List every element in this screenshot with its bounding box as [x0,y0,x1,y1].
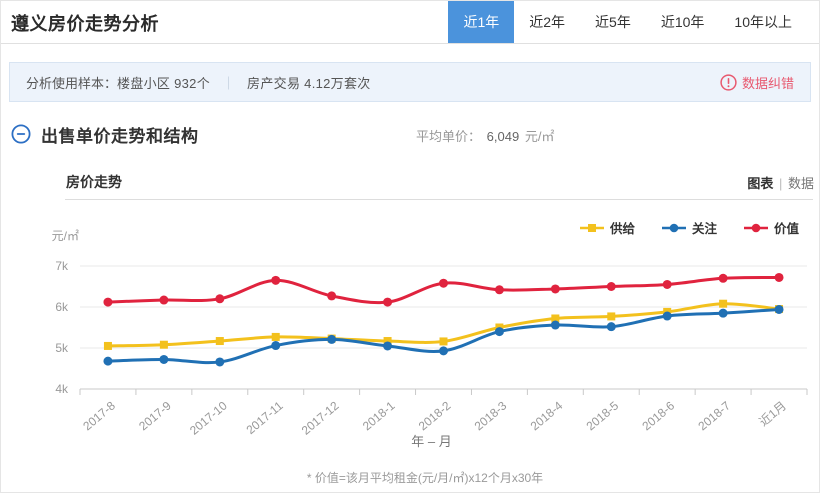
svg-text:2018-2: 2018-2 [416,398,454,433]
view-chart-option[interactable]: 图表 [747,176,774,191]
average-price-unit: 元/㎡ [524,129,555,144]
value-formula-footnote: * 价值=该月平均租金(元/月/㎡)x12个月x30年 [306,471,544,485]
tab-range-1[interactable]: 近2年 [529,14,566,30]
legend-marker-icon [743,223,768,232]
svg-text:2018-6: 2018-6 [639,398,677,433]
svg-text:4k: 4k [55,382,69,396]
svg-text:6k: 6k [55,300,69,314]
svg-text:2017-11: 2017-11 [244,398,286,437]
svg-text:2018-3: 2018-3 [472,398,510,433]
svg-text:5k: 5k [55,341,69,355]
panel-divider [65,199,813,200]
sample-communities: 楼盘小区 932个 [117,75,211,91]
collapse-minus-icon[interactable] [11,124,31,144]
average-price: 平均单价： 6,049 元/㎡ [416,126,554,145]
svg-text:元/㎡: 元/㎡ [52,229,79,243]
average-price-label: 平均单价： [416,129,482,144]
chart-panel-title: 房价走势 [66,174,122,190]
tab-range-0[interactable]: 近1年 [448,1,515,43]
legend-marker-icon [661,223,686,232]
svg-text:近1月: 近1月 [756,399,789,429]
sample-info-bar: 分析使用样本： 楼盘小区 932个 ｜ 房产交易 4.12万套次 数据纠错 [9,62,811,102]
svg-text:2018-7: 2018-7 [695,398,733,433]
exclamation-circle-icon [720,73,737,91]
page-title: 遵义房价走势分析 [11,14,159,34]
section-header: 出售单价走势和结构 平均单价： 6,049 元/㎡ [11,119,809,149]
svg-text:7k: 7k [55,259,69,273]
svg-text:2017-9: 2017-9 [136,398,174,433]
legend-item-0[interactable]: 供给 [579,218,635,237]
sample-transactions: 房产交易 4.12万套次 [247,75,371,91]
legend-label: 价值 [773,222,799,236]
svg-text:2018-5: 2018-5 [584,398,622,433]
tab-range-4[interactable]: 10年以上 [734,14,792,30]
data-correction-link[interactable]: 数据纠错 [720,73,794,92]
sample-separator: ｜ [222,75,236,91]
range-tabs: 近1年 近2年 近5年 近10年 10年以上 [448,1,807,43]
data-correction-label: 数据纠错 [741,75,794,91]
view-toggle: 图表 | 数据 [747,173,814,192]
chart-legend: 供给 关注 价值 [579,218,799,237]
svg-text:2018-1: 2018-1 [360,398,398,433]
chart-box: 4k 5k 6k 7k 元/㎡ 2017-8 2017-9 2017-10 2017-11 201… [1,206,820,461]
legend-item-2[interactable]: 价值 [743,218,799,237]
section-title: 出售单价走势和结构 [41,126,199,146]
svg-text:年 – 月: 年 – 月 [411,434,451,449]
legend-item-1[interactable]: 关注 [661,218,717,237]
legend-label: 关注 [691,222,717,236]
view-data-option[interactable]: 数据 [787,176,814,191]
view-toggle-divider: | [778,176,783,191]
price-trend-chart: 4k 5k 6k 7k 元/㎡ 2017-8 2017-9 2017-10 2017-11 201… [52,229,808,449]
sample-label: 分析使用样本： [26,75,118,91]
tab-range-2[interactable]: 近5年 [595,14,631,30]
svg-text:2017-8: 2017-8 [80,398,118,433]
tab-range-3[interactable]: 近10年 [660,14,705,30]
svg-text:2018-4: 2018-4 [528,398,566,433]
svg-text:2017-12: 2017-12 [299,398,342,437]
legend-marker-icon [579,223,604,232]
svg-text:2017-10: 2017-10 [187,398,230,437]
legend-label: 供给 [609,222,635,236]
average-price-value: 6,049 [486,129,520,144]
top-header: 遵义房价走势分析 近1年 近2年 近5年 近10年 10年以上 [1,1,819,44]
chart-panel: 房价走势 图表 | 数据 供给 关注 价值 4k 5k 6k 7k 元/㎡ 2017-8 201… [1,166,819,492]
